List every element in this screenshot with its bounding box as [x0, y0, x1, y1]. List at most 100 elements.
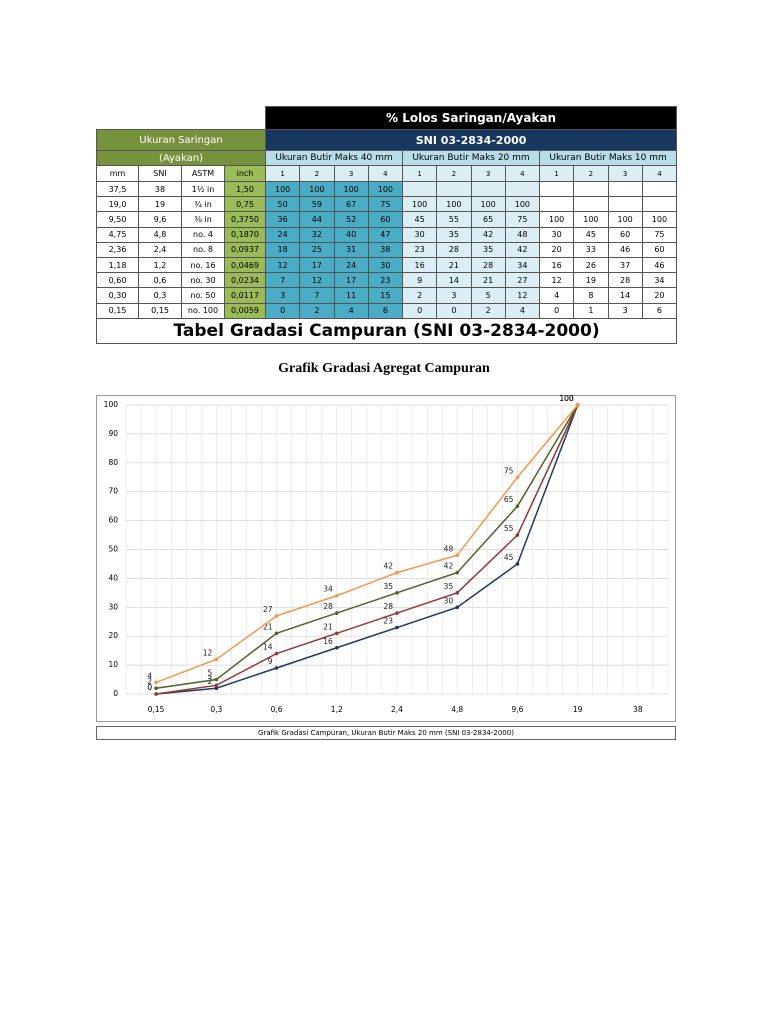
table-cell: 23 — [401, 241, 438, 258]
left-subheader: (Ayakan) — [96, 150, 266, 166]
table-cell: 28 — [470, 256, 506, 274]
chart-frame — [96, 395, 676, 722]
data-label: 48 — [444, 544, 454, 553]
y-tick-label: 30 — [108, 602, 118, 611]
table-cell: 21 — [470, 272, 506, 289]
table-cell: 17 — [299, 256, 335, 274]
group-header: Ukuran Butir Maks 10 mm — [538, 150, 678, 166]
table-cell: 4 — [538, 287, 575, 304]
data-label: 0 — [147, 683, 152, 692]
table-cell — [641, 196, 678, 213]
table-cell: 16 — [538, 256, 575, 274]
data-label: 23 — [383, 617, 393, 626]
data-point — [334, 645, 339, 650]
table-cell: 75 — [641, 226, 678, 243]
data-point — [154, 686, 158, 691]
table-cell: 17 — [333, 272, 369, 289]
table-row: % Lolos Saringan/Ayakan — [97, 106, 678, 130]
table-cell: 20 — [538, 241, 575, 258]
table-cell: 6 — [367, 302, 404, 319]
table-cell: 60 — [641, 241, 678, 258]
table-cell: 36 — [264, 211, 301, 228]
table-cell: 67 — [333, 196, 369, 213]
data-label: 3 — [208, 674, 213, 683]
table-cell: 100 — [504, 196, 541, 213]
data-point — [395, 591, 399, 595]
table-cell: 12 — [264, 256, 301, 274]
table-cell: 46 — [641, 256, 678, 274]
zone-header: 3 — [470, 165, 506, 182]
table-row: 37,5 38 1½ in 1,50 100 100 100 100 — [96, 180, 678, 198]
data-point — [154, 692, 158, 696]
table-cell: 0 — [401, 302, 438, 319]
zone-header: 4 — [367, 165, 404, 182]
table-cell: 24 — [264, 226, 301, 243]
data-point — [515, 504, 520, 508]
data-label: 75 — [504, 466, 514, 475]
y-tick-label: 70 — [108, 487, 118, 496]
table-cell: 18 — [264, 241, 301, 258]
x-tick-label: 0,6 — [271, 705, 283, 714]
data-point — [455, 553, 460, 558]
table-cell: 42 — [470, 226, 506, 243]
table-cell: 0,0937 — [224, 241, 266, 258]
y-tick-label: 80 — [108, 458, 118, 467]
data-label: 2 — [208, 677, 213, 686]
data-label: 100 — [559, 395, 574, 403]
table-cell: 30 — [401, 226, 438, 243]
table-cell: 100 — [607, 211, 643, 228]
table-cell: 65 — [470, 211, 506, 228]
table-cell: 0,75 — [224, 196, 266, 213]
data-label: 2 — [147, 677, 152, 686]
left-header: Ukuran Saringan — [96, 129, 266, 151]
y-tick-label: 10 — [108, 660, 118, 669]
x-tick-label: 2,4 — [391, 705, 403, 714]
table-cell: 32 — [299, 226, 335, 243]
table-cell: 4 — [333, 302, 369, 319]
table-cell: 2,36 — [96, 241, 139, 258]
zone-header: 1 — [264, 165, 301, 182]
data-point — [515, 475, 520, 480]
table-cell — [538, 196, 575, 213]
zone-header: 1 — [538, 165, 575, 182]
column-header: inch — [224, 165, 266, 182]
table-row: Tabel Gradasi Campuran (SNI 03-2834-2000… — [95, 317, 678, 344]
table-cell: 47 — [367, 226, 404, 243]
table-cell: 4,8 — [138, 226, 182, 243]
data-point — [274, 614, 279, 618]
table-title: % Lolos Saringan/Ayakan — [264, 106, 678, 130]
data-label: 16 — [323, 637, 333, 646]
table-cell: 60 — [367, 211, 404, 228]
table-cell: 0,15 — [138, 302, 182, 319]
table-cell: 0,0469 — [224, 256, 266, 274]
zone-header: 1 — [401, 165, 438, 182]
table-cell: 0,0059 — [224, 302, 266, 319]
data-label: 28 — [323, 602, 333, 611]
data-label: 65 — [504, 495, 514, 504]
y-tick-label: 60 — [108, 516, 118, 525]
zone-header: 4 — [504, 165, 541, 182]
table-row: 1,18 1,2 no. 16 0,0469 12 17 24 30 16 21 28 34 16 26 3… — [96, 256, 678, 274]
table-cell: 14 — [436, 272, 472, 289]
chart-caption: Grafik Gradasi Campuran, Ukuran Butir Ma… — [96, 726, 676, 740]
column-header: mm — [96, 165, 139, 182]
table-cell: 20 — [641, 287, 678, 304]
table-cell: 0,6 — [138, 272, 182, 289]
table-cell: 34 — [641, 272, 678, 289]
chart-heading: Grafik Gradasi Agregat Campuran — [278, 361, 490, 376]
series-line — [155, 404, 579, 684]
data-point — [395, 611, 399, 615]
table-cell: 2 — [299, 302, 335, 319]
table-cell: 12 — [504, 287, 541, 304]
table-cell: 4 — [504, 302, 541, 319]
y-tick-label: 40 — [108, 573, 118, 582]
table-cell: 12 — [538, 272, 575, 289]
data-label: 35 — [444, 582, 454, 591]
table-cell — [607, 196, 643, 213]
table-row: (Ayakan) Ukuran Butir Maks 40 mm Ukuran Bu… — [96, 150, 678, 166]
table-cell — [538, 180, 575, 198]
table-row: 0,30 0,3 no. 50 0,0117 3 7 11 15 2 3 5 12 4 8 14 20 — [96, 287, 678, 304]
x-tick-label: 38 — [633, 705, 643, 714]
table-cell: 59 — [299, 196, 335, 213]
x-tick-label: 19 — [573, 705, 583, 714]
